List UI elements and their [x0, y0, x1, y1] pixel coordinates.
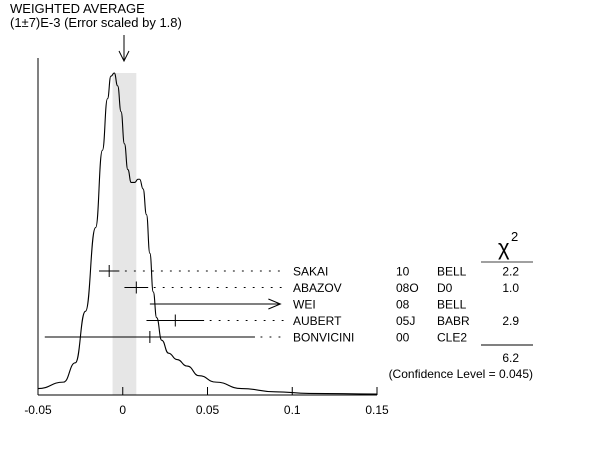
measurement-author-wei: WEI [293, 298, 316, 312]
measurement-author-abazov: ABAZOV [293, 281, 342, 295]
measurement-author-sakai: SAKAI [293, 265, 328, 279]
weighted-average-band [112, 73, 137, 395]
measurement-author-aubert: AUBERT [293, 314, 342, 328]
confidence-level: (Confidence Level = 0.045) [389, 367, 533, 381]
measurement-year-bonvicini: 00 [396, 331, 410, 345]
measurement-year-sakai: 10 [396, 265, 410, 279]
x-tick-label-4: 0.15 [365, 403, 389, 417]
axis-layer: -0.05 0 0.05 0.1 0.15 [24, 58, 389, 417]
chi2-header-exponent: 2 [511, 229, 518, 244]
measurement-experiment-bonvicini: CLE2 [437, 331, 467, 345]
measurement-year-wei: 08 [396, 298, 410, 312]
measurements-layer: SAKAI 10 BELL 2.2 ABAZOV 08O D0 1.0 WEI 08 BELL AUB… [44, 265, 519, 345]
x-tick-label-0: -0.05 [24, 403, 52, 417]
measurement-author-bonvicini: BONVICINI [293, 331, 354, 345]
measurement-chi2-aubert: 2.9 [502, 314, 519, 328]
measurement-experiment-wei: BELL [437, 298, 467, 312]
measurement-year-aubert: 05J [396, 314, 415, 328]
average-arrow [118, 35, 130, 63]
ideogram-curve [37, 72, 378, 395]
x-tick-label-3: 0.1 [284, 403, 301, 417]
chart-subtitle: (1±7)E-3 (Error scaled by 1.8) [10, 15, 182, 30]
measurement-chi2-sakai: 2.2 [502, 265, 519, 279]
measurement-experiment-aubert: BABR [437, 314, 470, 328]
chi2-header: χ [498, 235, 510, 260]
measurement-experiment-sakai: BELL [437, 265, 467, 279]
x-tick-label-2: 0.05 [196, 403, 220, 417]
measurement-arrowhead-wei [268, 298, 282, 310]
chi2-total: 6.2 [502, 351, 519, 365]
weighted-average-band-layer [112, 73, 137, 395]
x-tick-label-1: 0 [119, 403, 126, 417]
chart-title: WEIGHTED AVERAGE [10, 1, 145, 16]
measurement-chi2-abazov: 1.0 [502, 281, 519, 295]
measurement-year-abazov: 08O [396, 281, 419, 295]
ideogram-curve-layer [37, 72, 378, 395]
measurement-experiment-abazov: D0 [437, 281, 453, 295]
